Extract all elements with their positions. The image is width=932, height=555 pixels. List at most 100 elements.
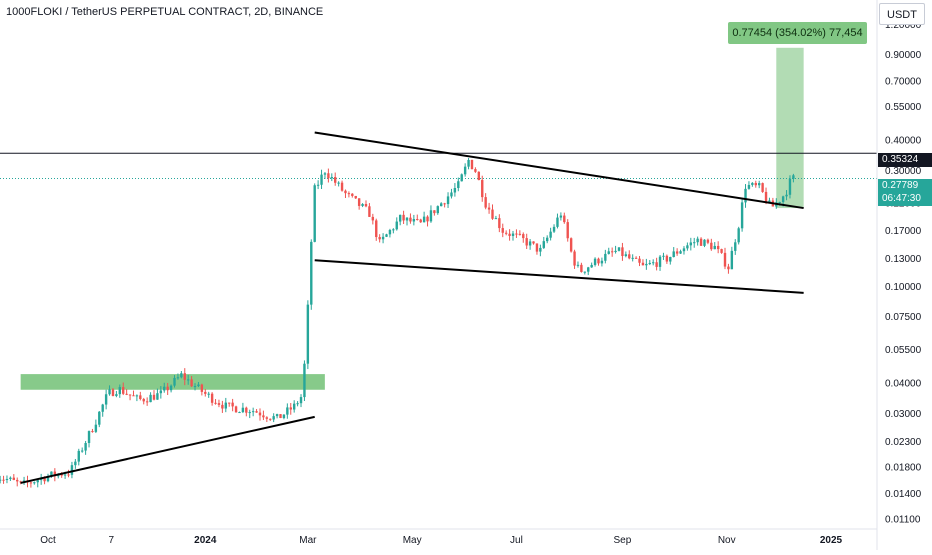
candle-body [327, 173, 330, 179]
candle-body [757, 183, 761, 186]
candle-body [463, 166, 467, 175]
candle-body [614, 250, 617, 253]
candle-body [559, 215, 563, 218]
candle-body [788, 178, 792, 195]
candle-body [580, 264, 583, 272]
price-tick-label: 0.03000 [885, 409, 922, 420]
candle-body [77, 450, 80, 462]
candle-body [87, 431, 91, 444]
candle-body [607, 251, 610, 254]
candle-body [323, 173, 327, 175]
candle-body [419, 219, 422, 223]
candle-body [275, 414, 279, 417]
candle-body [693, 242, 696, 244]
candle-body [395, 221, 398, 230]
candle-body [217, 403, 221, 405]
candle-body [546, 237, 549, 242]
candle-body [375, 220, 378, 238]
candle-body [727, 266, 730, 270]
candle-body [689, 242, 693, 246]
candle-body [720, 249, 723, 253]
candle-body [470, 159, 474, 170]
chart-title: 1000FLOKI / TetherUS PERPETUAL CONTRACT,… [6, 6, 324, 18]
currency-button[interactable]: USDT [879, 3, 925, 25]
candle-body [402, 214, 405, 221]
candle-body [699, 238, 703, 246]
annotation-zones [20, 47, 804, 390]
trendlines[interactable] [20, 131, 804, 484]
candle-body [63, 474, 67, 476]
candle-body [364, 204, 368, 207]
candle-body [549, 231, 552, 238]
price-axis[interactable]: 1.20000 0.90000 0.70000 0.55000 0.40000 0.300… [885, 20, 922, 526]
candle-body [251, 411, 255, 413]
supply-zone [20, 374, 325, 390]
price-tick-label: 0.17000 [885, 226, 922, 237]
candle-body [426, 216, 429, 222]
candle-body [723, 252, 727, 267]
candle-body [80, 450, 84, 452]
candle-body [621, 247, 624, 257]
candle-body [764, 191, 768, 203]
candle-body [638, 258, 641, 263]
price-tick-label: 0.40000 [885, 136, 922, 147]
price-tick-label: 0.05500 [885, 345, 922, 356]
candle-body [662, 255, 665, 257]
candle-body [118, 387, 122, 395]
candle-body [600, 260, 604, 264]
candle-body [443, 203, 446, 205]
price-tick-label: 0.90000 [885, 50, 922, 61]
candle-body [183, 373, 186, 380]
candle-body [716, 245, 720, 250]
time-axis[interactable]: Oct 7 2024 Mar May Jul Sep Nov 2025 [40, 535, 842, 546]
candle-body [409, 217, 412, 222]
candle-body [641, 262, 645, 266]
candle-body [652, 262, 655, 264]
candle-body [46, 475, 50, 482]
candle-body [22, 480, 26, 482]
candle-body [149, 394, 152, 403]
candle-body [525, 238, 528, 246]
candle-body [197, 384, 200, 387]
candle-body [316, 184, 320, 186]
time-tick-label: 2025 [820, 535, 843, 546]
candle-body [180, 373, 183, 378]
candle-body [248, 412, 251, 414]
candle-body [648, 262, 651, 264]
candle-body [457, 181, 460, 188]
candle-body [340, 182, 344, 191]
candle-body [5, 478, 9, 480]
candle-body [450, 192, 453, 197]
candle-body [9, 477, 12, 479]
candle-body [200, 384, 204, 392]
candle-body [675, 251, 679, 254]
candle-body [504, 232, 508, 234]
candle-body [477, 171, 481, 181]
candle-body [94, 424, 98, 432]
candle-body [416, 219, 419, 221]
candle-body [785, 194, 788, 197]
candle-body [193, 386, 197, 388]
candle-body [296, 403, 299, 405]
candle-body [279, 414, 282, 419]
resistance-price-tag: 0.35324 [878, 153, 932, 167]
time-tick-label: Jul [510, 535, 523, 546]
candle-body [412, 219, 416, 222]
candle-body [221, 404, 224, 409]
candle-body [152, 394, 156, 400]
candle-body [566, 222, 569, 239]
candle-body [781, 196, 785, 203]
candle-body [494, 218, 498, 220]
candle-body [590, 264, 593, 268]
price-tick-label: 0.02300 [885, 437, 922, 448]
time-tick-label: 2024 [194, 535, 217, 546]
candle-body [518, 233, 522, 235]
candle-body [108, 389, 111, 395]
candle-body [286, 407, 289, 415]
time-tick-label: 7 [108, 535, 114, 546]
candle-body [706, 239, 710, 243]
candle-body [737, 228, 740, 243]
price-tick-label: 0.04000 [885, 378, 922, 389]
